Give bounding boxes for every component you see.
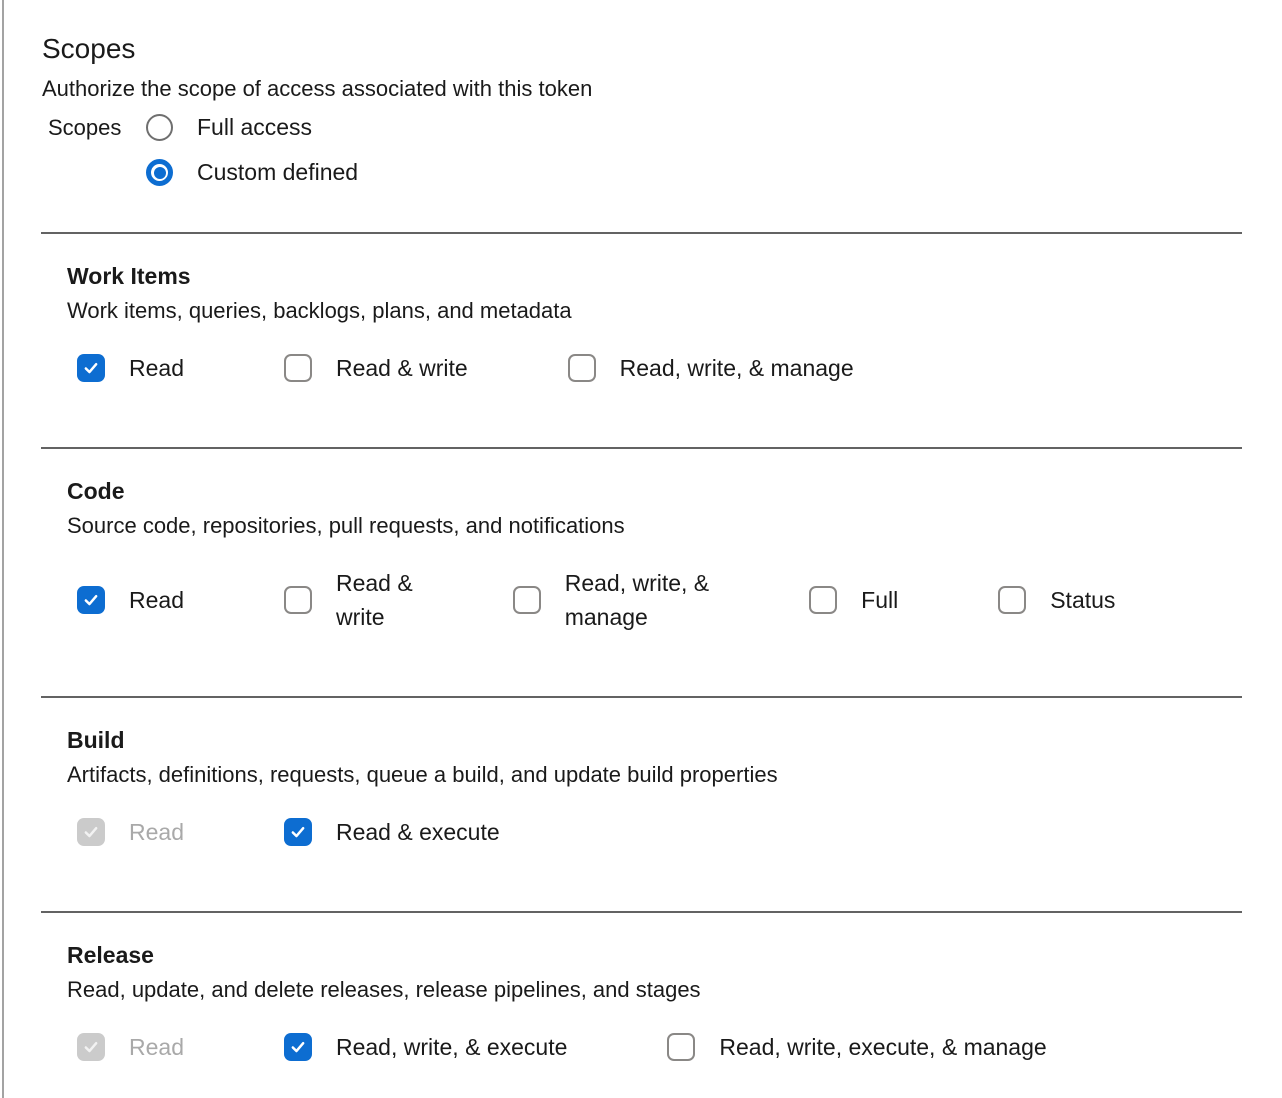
checkbox-label: Read, write, execute, & manage xyxy=(719,1034,1047,1060)
checkbox-label: Status xyxy=(1050,587,1116,613)
scopes-field-label: Scopes xyxy=(48,114,122,140)
scope-option-checked[interactable]: Read, write, & execute xyxy=(283,1030,568,1064)
option-row: Read Read & write Read, write, & manage xyxy=(67,351,1242,385)
checkbox-label: Read & execute xyxy=(335,819,500,845)
radio-custom-defined-label: Custom defined xyxy=(197,159,359,185)
check-icon xyxy=(84,826,98,838)
section-divider xyxy=(41,696,1242,698)
radio-full-access-label: Full access xyxy=(197,114,313,140)
scope-option-checked-disabled: Read xyxy=(77,815,184,849)
radio-row-custom-defined[interactable]: Custom defined xyxy=(42,159,1242,186)
checkbox-label: Read & write xyxy=(335,355,468,381)
scope-option-checked[interactable]: Read xyxy=(77,351,184,385)
scope-option-checked[interactable]: Read xyxy=(77,583,184,617)
section-title: Build xyxy=(67,727,125,753)
scope-option-unchecked[interactable]: Read, write, & manage xyxy=(512,566,710,634)
scope-option-checked-disabled: Read xyxy=(77,1030,184,1064)
scope-option-unchecked[interactable]: Status xyxy=(998,583,1115,617)
section-title: Release xyxy=(67,942,154,968)
section-divider xyxy=(41,447,1242,449)
section-title: Work Items xyxy=(67,263,191,289)
section-description: Source code, repositories, pull requests… xyxy=(67,513,625,538)
scope-section: Build Artifacts, definitions, requests, … xyxy=(0,698,1282,911)
checkbox[interactable] xyxy=(283,586,312,614)
scope-section: Release Read, update, and delete release… xyxy=(0,913,1282,1098)
section-divider xyxy=(41,911,1242,913)
checkbox[interactable] xyxy=(283,818,312,846)
checkbox[interactable] xyxy=(283,1033,312,1061)
page-subtitle: Authorize the scope of access associated… xyxy=(42,76,593,101)
scope-section: Work Items Work items, queries, backlogs… xyxy=(0,234,1282,447)
scope-option-checked[interactable]: Read & execute xyxy=(283,815,500,849)
section-divider xyxy=(41,232,1242,234)
check-icon xyxy=(84,1041,98,1053)
checkbox-label: Full xyxy=(861,587,899,613)
radio-custom-defined[interactable] xyxy=(146,159,173,186)
option-row: Read Read & write Read, write, & manage … xyxy=(67,566,1242,634)
checkbox[interactable] xyxy=(567,354,596,382)
check-icon xyxy=(84,594,98,606)
scope-option-unchecked[interactable]: Read & write xyxy=(283,351,468,385)
radio-dot xyxy=(153,166,166,179)
scope-sections: Work Items Work items, queries, backlogs… xyxy=(0,232,1282,1098)
scopes-header: Scopes Authorize the scope of access ass… xyxy=(0,0,1282,232)
option-row: Read Read, write, & execute Read, write,… xyxy=(67,1030,1242,1064)
check-icon xyxy=(84,362,98,374)
section-description: Read, update, and delete releases, relea… xyxy=(67,977,701,1002)
section-description: Work items, queries, backlogs, plans, an… xyxy=(67,298,572,323)
option-row: Read Read & execute xyxy=(67,815,1242,849)
scope-option-unchecked[interactable]: Read, write, & manage xyxy=(567,351,854,385)
checkbox-label: Read xyxy=(129,1034,184,1060)
checkbox[interactable] xyxy=(809,586,838,614)
checkbox[interactable] xyxy=(512,586,541,614)
panel-left-border xyxy=(2,0,4,1098)
checkbox xyxy=(77,1033,105,1061)
checkbox[interactable] xyxy=(77,354,105,382)
checkbox-label: Read, write, & manage xyxy=(564,570,710,630)
section-description: Artifacts, definitions, requests, queue … xyxy=(67,762,778,787)
section-title: Code xyxy=(67,478,125,504)
check-icon xyxy=(291,826,305,838)
scope-option-unchecked[interactable]: Read & write xyxy=(283,566,413,634)
checkbox-label: Read, write, & manage xyxy=(619,355,854,381)
checkbox[interactable] xyxy=(77,586,105,614)
scope-option-unchecked[interactable]: Full xyxy=(809,583,898,617)
checkbox xyxy=(77,818,105,846)
checkbox[interactable] xyxy=(667,1033,696,1061)
check-icon xyxy=(291,1041,305,1053)
checkbox-label: Read, write, & execute xyxy=(335,1034,568,1060)
radio-row-full-access[interactable]: Scopes Full access xyxy=(42,114,1242,141)
page-title: Scopes xyxy=(42,33,136,64)
checkbox-label: Read xyxy=(129,355,184,381)
radio-full-access[interactable] xyxy=(146,114,173,141)
checkbox-label: Read xyxy=(129,587,184,613)
checkbox[interactable] xyxy=(998,586,1027,614)
checkbox[interactable] xyxy=(283,354,312,382)
checkbox-label: Read xyxy=(129,819,184,845)
scope-option-unchecked[interactable]: Read, write, execute, & manage xyxy=(667,1030,1047,1064)
checkbox-label: Read & write xyxy=(335,570,413,630)
scope-section: Code Source code, repositories, pull req… xyxy=(0,449,1282,696)
